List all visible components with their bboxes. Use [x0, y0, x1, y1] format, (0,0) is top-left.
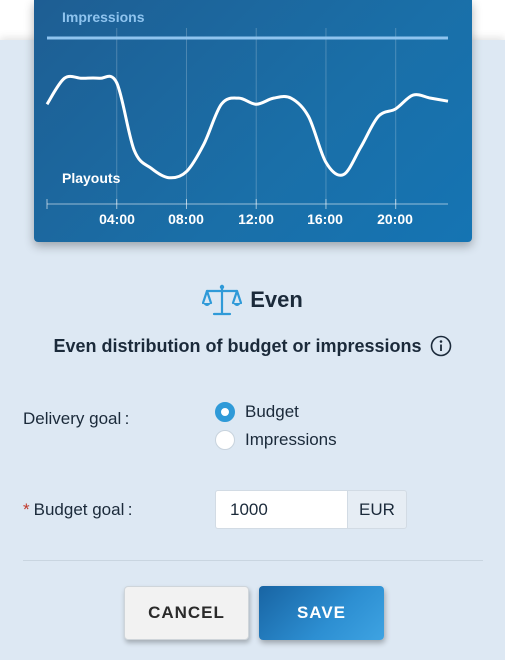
scales-icon: [202, 284, 243, 316]
strategy-title-row: Even: [0, 283, 505, 317]
radio-budget[interactable]: Budget: [215, 402, 299, 422]
budget-goal-label: Budget goal :: [33, 500, 133, 519]
cancel-button[interactable]: CANCEL: [124, 586, 249, 640]
x-tick-label: 04:00: [99, 211, 135, 227]
required-marker: *: [23, 500, 30, 519]
divider: [23, 560, 483, 561]
delivery-goal-label: Delivery goal :: [23, 409, 130, 428]
budget-goal-input-group: 1000 EUR: [215, 490, 407, 529]
budget-goal-label-wrap: * Budget goal :: [23, 500, 133, 520]
radio-impressions-label: Impressions: [245, 430, 337, 449]
radio-impressions[interactable]: Impressions: [215, 430, 337, 450]
playouts-series-label: Playouts: [62, 170, 121, 186]
x-tick-label: 12:00: [238, 211, 274, 227]
strategy-description-row: Even distribution of budget or impressio…: [0, 335, 505, 357]
info-icon[interactable]: [430, 335, 452, 357]
distribution-chart: Impressions Playouts 04:00 08:00 12:00 1…: [34, 0, 472, 242]
save-button[interactable]: SAVE: [259, 586, 384, 640]
x-tick-label: 08:00: [168, 211, 204, 227]
chart-plot: [45, 28, 449, 209]
strategy-description: Even distribution of budget or impressio…: [53, 335, 422, 356]
radio-budget-indicator[interactable]: [215, 402, 235, 422]
impressions-series-label: Impressions: [62, 9, 145, 25]
x-tick-label: 20:00: [377, 211, 413, 227]
radio-impressions-indicator[interactable]: [215, 430, 235, 450]
budget-goal-input[interactable]: 1000: [215, 490, 347, 529]
strategy-title: Even: [250, 287, 303, 312]
x-tick-label: 16:00: [307, 211, 343, 227]
currency-addon: EUR: [347, 490, 407, 529]
playouts-series-line: [45, 74, 449, 180]
radio-budget-label: Budget: [245, 402, 299, 421]
